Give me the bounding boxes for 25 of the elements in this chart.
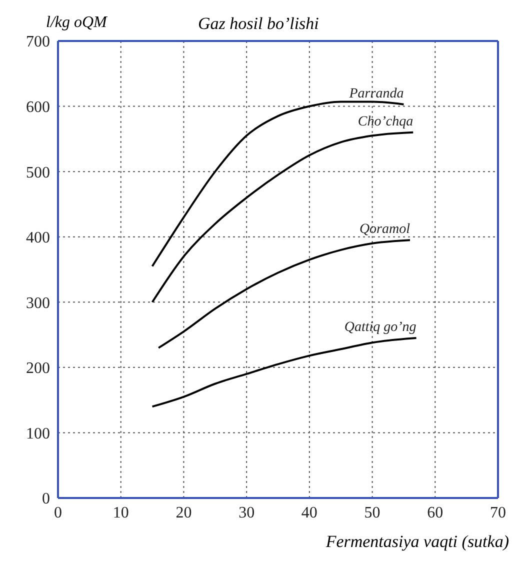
line-series bbox=[151, 337, 418, 408]
x-tick-label: 0 bbox=[54, 504, 62, 522]
y-axis-title: l/kg oQM bbox=[46, 14, 107, 32]
series-label: Cho’chqa bbox=[358, 114, 414, 130]
series-label: Qattiq go’ng bbox=[344, 320, 416, 336]
y-tick-label: 0 bbox=[42, 490, 50, 508]
x-tick-label: 40 bbox=[301, 504, 318, 522]
x-tick-label: 60 bbox=[427, 504, 444, 522]
y-tick-label: 400 bbox=[26, 230, 50, 247]
x-axis-title: Fermentasiya vaqti (sutka) bbox=[326, 532, 509, 552]
y-tick-label: 300 bbox=[26, 294, 50, 312]
line-series bbox=[151, 131, 414, 304]
x-tick-label: 50 bbox=[364, 504, 380, 522]
y-tick-label: 100 bbox=[26, 425, 50, 442]
x-tick-label: 70 bbox=[490, 504, 506, 522]
x-tick-label: 20 bbox=[176, 504, 192, 522]
y-tick-label: 500 bbox=[26, 164, 50, 182]
series-label: Qoramol bbox=[359, 222, 410, 238]
y-tick-label: 700 bbox=[26, 34, 50, 51]
series-label: Parranda bbox=[348, 86, 404, 102]
x-tick-label: 10 bbox=[112, 504, 129, 522]
x-tick-label: 30 bbox=[238, 504, 255, 522]
y-tick-label: 600 bbox=[26, 98, 50, 116]
y-tick-label: 200 bbox=[26, 360, 50, 378]
chart-title: Gaz hosil bo’lishi bbox=[198, 14, 319, 34]
